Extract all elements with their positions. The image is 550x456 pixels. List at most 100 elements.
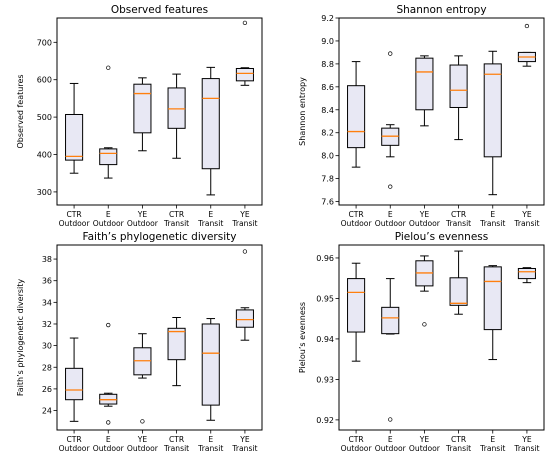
chart-title: Observed features xyxy=(111,4,208,16)
box-4 xyxy=(201,318,220,421)
y-tick-label: 7.6 xyxy=(321,198,334,207)
x-tick-label: YE Transit xyxy=(513,210,539,228)
box-1 xyxy=(381,51,400,189)
y-axis-label: Pielou’s evenness xyxy=(298,302,307,373)
box-body xyxy=(381,306,400,335)
box-3 xyxy=(449,250,468,315)
box-body xyxy=(167,327,186,361)
outlier-point xyxy=(106,420,111,425)
x-tick-label-line: Outdoor xyxy=(375,219,407,228)
x-tick-label: E Outdoor xyxy=(375,210,407,228)
box-body xyxy=(65,113,84,161)
x-tick-label-line: Outdoor xyxy=(341,219,373,228)
x-tick-label-line: Outdoor xyxy=(59,219,91,228)
x-tick-label: CTR Transit xyxy=(445,435,471,453)
box-body xyxy=(65,367,84,401)
x-tick-label-line: Outdoor xyxy=(93,219,125,228)
x-tick-label: CTR Transit xyxy=(163,435,189,453)
plot-frame xyxy=(56,244,263,431)
box-body xyxy=(517,267,536,280)
panel-3: Pielou’s evenness Pielou’s evenness 0.92 0.… xyxy=(298,231,545,453)
box-2 xyxy=(133,77,152,152)
box-body xyxy=(415,57,434,111)
y-tick-label: 8.0 xyxy=(321,152,334,161)
x-tick-label-line: YE xyxy=(239,435,250,444)
plot-frame xyxy=(338,17,545,206)
box-4 xyxy=(201,66,220,196)
x-tick-label: YE Transit xyxy=(231,210,257,228)
y-tick-label: 7.8 xyxy=(321,175,334,184)
x-tick-label-line: CTR xyxy=(451,435,467,444)
x-tick-label: CTR Transit xyxy=(163,210,189,228)
y-tick-label: 600 xyxy=(37,76,52,85)
x-tick-label-line: E xyxy=(490,210,495,219)
box-2 xyxy=(415,255,434,327)
x-tick-label: E Outdoor xyxy=(93,210,125,228)
box-1 xyxy=(99,322,118,425)
box-0 xyxy=(65,82,84,174)
x-tick-label-line: Outdoor xyxy=(375,444,407,453)
box-body xyxy=(201,323,220,406)
x-tick-label-line: E xyxy=(106,435,111,444)
box-body xyxy=(449,64,468,108)
x-tick-label-line: YE xyxy=(137,435,148,444)
y-tick-label: 500 xyxy=(37,113,52,122)
box-body xyxy=(99,148,118,166)
outlier-point xyxy=(242,20,248,26)
x-tick-label-line: Transit xyxy=(163,444,189,453)
x-tick-label-line: CTR xyxy=(169,435,185,444)
x-tick-label: CTR Outdoor xyxy=(341,435,373,453)
box-5 xyxy=(517,267,536,284)
x-tick-label: CTR Transit xyxy=(445,210,471,228)
y-tick-label: 0.93 xyxy=(316,375,334,384)
x-tick-label-line: Transit xyxy=(163,219,189,228)
x-tick-label-line: Transit xyxy=(513,444,539,453)
y-tick-label: 38 xyxy=(42,255,52,264)
x-tick-label-line: E xyxy=(388,435,393,444)
outlier-point xyxy=(388,417,393,422)
x-tick-label: E Outdoor xyxy=(93,435,125,453)
y-tick-label: 700 xyxy=(37,38,52,47)
y-tick-label: 9.0 xyxy=(321,37,334,46)
x-tick-label: E Transit xyxy=(479,435,505,453)
x-tick-label-line: Transit xyxy=(445,444,471,453)
panel-2: Faith’s phylogenetic diversity Faith’s ph… xyxy=(16,231,263,453)
x-tick-label-line: CTR xyxy=(348,435,364,444)
x-tick-label-line: Transit xyxy=(479,444,505,453)
x-tick-label-line: YE xyxy=(521,210,532,219)
x-tick-label-line: YE xyxy=(419,435,430,444)
box-body xyxy=(483,63,502,158)
x-tick-label-line: Transit xyxy=(513,219,539,228)
x-tick-label-line: Transit xyxy=(231,219,257,228)
x-tick-label-line: E xyxy=(208,435,213,444)
box-body xyxy=(235,309,254,328)
outlier-point xyxy=(242,249,248,254)
box-2 xyxy=(133,333,152,424)
box-1 xyxy=(381,278,400,422)
box-body xyxy=(483,266,502,331)
x-tick-label-line: Outdoor xyxy=(409,444,441,453)
x-tick-label-line: Transit xyxy=(479,219,505,228)
panel-1: Shannon entropy Shannon entropy 7.6 7.8 8.0 8… xyxy=(298,4,545,228)
x-tick-label-line: CTR xyxy=(348,210,364,219)
x-tick-label-line: CTR xyxy=(169,210,185,219)
x-tick-label-line: Outdoor xyxy=(127,219,159,228)
y-tick-label: 26 xyxy=(42,385,52,394)
x-tick-label-line: E xyxy=(388,210,393,219)
x-tick-label-line: Outdoor xyxy=(341,444,373,453)
box-3 xyxy=(449,55,468,141)
box-3 xyxy=(167,316,186,387)
x-tick-label: E Transit xyxy=(197,210,223,228)
y-tick-label: 0.94 xyxy=(316,335,334,344)
x-tick-label-line: Outdoor xyxy=(127,444,159,453)
box-body xyxy=(201,78,220,170)
box-body xyxy=(347,278,366,333)
y-tick-label: 30 xyxy=(42,342,52,351)
y-axis-label: Shannon entropy xyxy=(298,77,307,146)
y-tick-label: 9.2 xyxy=(321,14,334,23)
y-tick-label: 28 xyxy=(42,363,52,372)
y-tick-label: 24 xyxy=(42,407,52,416)
chart-title: Faith’s phylogenetic diversity xyxy=(83,231,237,243)
y-axis-label: Observed features xyxy=(16,74,25,148)
x-tick-label: E Transit xyxy=(479,210,505,228)
